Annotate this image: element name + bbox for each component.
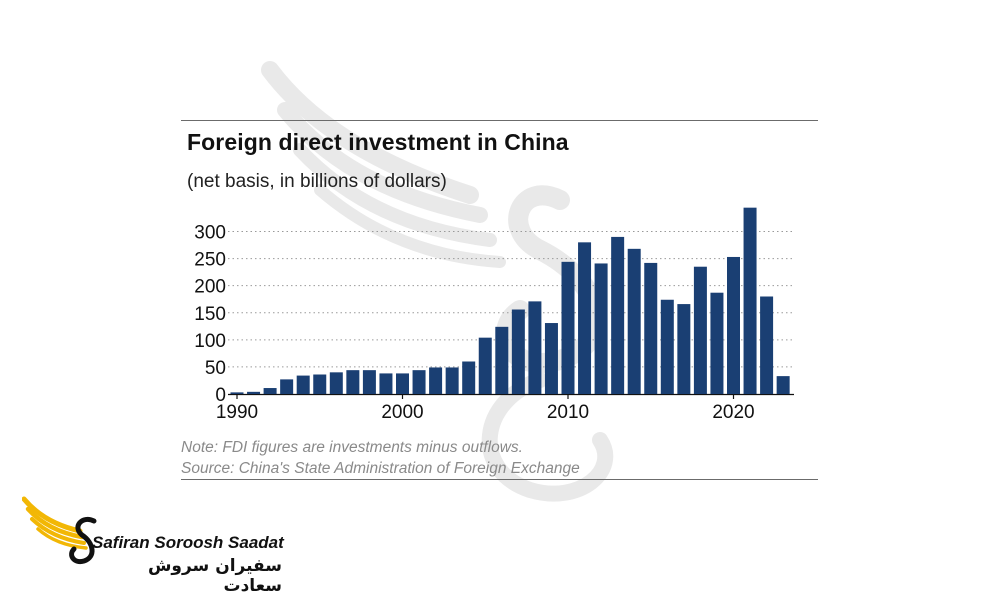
- xtick-label: 2000: [381, 402, 423, 423]
- bar-2007: [511, 309, 525, 394]
- chart-source: Source: China's State Administration of …: [181, 460, 580, 477]
- xtick-label: 1990: [216, 402, 258, 423]
- bar-2001: [412, 370, 426, 394]
- bar-2012: [594, 263, 608, 394]
- bar-2002: [429, 367, 443, 394]
- logo-name-en: Safiran Soroosh Saadat: [92, 533, 284, 552]
- bar-2006: [495, 326, 509, 394]
- bar-2013: [611, 236, 625, 394]
- ytick-label: 100: [194, 331, 226, 352]
- bar-2014: [627, 248, 641, 394]
- ytick-label: 300: [194, 223, 226, 244]
- bar-2015: [644, 262, 658, 394]
- bar-2020: [727, 256, 740, 394]
- bar-1991: [247, 391, 261, 394]
- bar-1995: [313, 374, 327, 394]
- bar-2005: [478, 337, 492, 394]
- bar-1992: [263, 388, 277, 394]
- ytick-label: 50: [205, 358, 226, 379]
- bar-1993: [280, 379, 294, 394]
- bar-1990: [230, 392, 244, 394]
- bar-1996: [329, 372, 343, 394]
- bar-2008: [528, 301, 542, 394]
- top-rule: [181, 120, 818, 121]
- ytick-label: 0: [215, 385, 226, 406]
- ytick-label: 200: [194, 277, 226, 298]
- bar-2009: [544, 323, 558, 394]
- bar-2018: [693, 266, 707, 394]
- bar-2023: [776, 376, 790, 394]
- bar-2017: [677, 304, 691, 394]
- bar-2004: [462, 361, 476, 394]
- xtick-label: 2010: [547, 402, 589, 423]
- bottom-rule: [181, 479, 818, 480]
- bar-2003: [445, 367, 459, 394]
- logo-name-fa: سفیران سروش سعادت: [147, 556, 282, 596]
- bar-2019: [710, 292, 724, 394]
- bar-2011: [578, 242, 592, 394]
- chart-note: Note: FDI figures are investments minus …: [181, 439, 523, 456]
- bar-1999: [379, 373, 393, 394]
- bar-1997: [346, 370, 360, 394]
- bar-2022: [760, 296, 774, 394]
- bar-1998: [362, 370, 376, 394]
- chart-title: Foreign direct investment in China: [187, 129, 569, 155]
- bar-2000: [396, 373, 409, 394]
- company-logo-mark: [22, 496, 97, 565]
- chart-subtitle: (net basis, in billions of dollars): [187, 171, 447, 192]
- ytick-label: 150: [194, 304, 226, 325]
- bar-2016: [660, 299, 674, 394]
- bar-1994: [296, 375, 310, 394]
- bar-2021: [743, 207, 757, 394]
- ytick-label: 250: [194, 250, 226, 271]
- xtick-label: 2020: [712, 402, 754, 423]
- bar-2010: [561, 261, 575, 394]
